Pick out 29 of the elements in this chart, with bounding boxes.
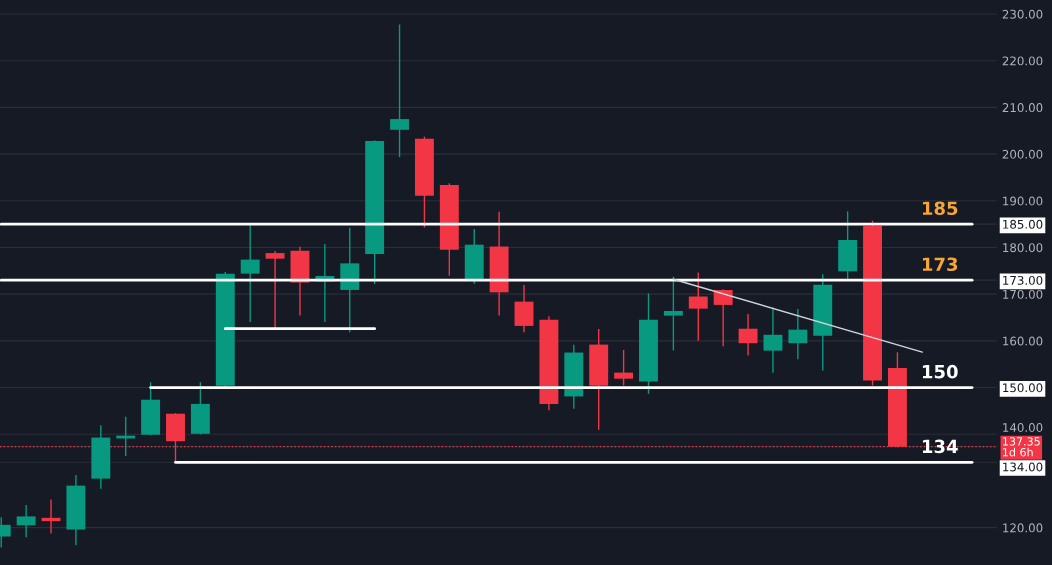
candlestick bbox=[663, 276, 683, 351]
series-label: 134 bbox=[922, 439, 958, 454]
candlestick bbox=[788, 308, 808, 360]
series-label: 173 bbox=[922, 257, 958, 272]
candlestick bbox=[688, 272, 708, 341]
y-tick-label: 173.00 bbox=[1003, 275, 1043, 285]
candlestick bbox=[614, 349, 634, 386]
y-tick-label: 160.00 bbox=[1003, 336, 1043, 346]
y-tick-label: 140.00 bbox=[1003, 423, 1043, 432]
y-tick-label: 185.00 bbox=[1003, 219, 1043, 229]
y-tick-label: 120.00 bbox=[1003, 523, 1043, 533]
y-tick-label: 137.35 1d 6h bbox=[1003, 437, 1040, 457]
candlestick bbox=[390, 24, 410, 158]
series-label: 150 bbox=[922, 364, 958, 379]
y-tick-label: 134.00 bbox=[1003, 462, 1043, 472]
y-tick-label: 210.00 bbox=[1002, 103, 1043, 113]
candlestick bbox=[265, 250, 285, 330]
y-tick-label: 220.00 bbox=[1002, 56, 1043, 66]
y-tick-label: 170.00 bbox=[1003, 289, 1043, 299]
candlestick bbox=[763, 307, 783, 373]
y-tick-label: 150.00 bbox=[1003, 383, 1043, 393]
series-label: 185 bbox=[922, 201, 958, 216]
y-tick-label: 190.00 bbox=[1003, 196, 1043, 206]
candlestick bbox=[738, 314, 758, 356]
y-tick-label: 200.00 bbox=[1002, 149, 1043, 159]
y-tick-label: 180.00 bbox=[1003, 243, 1043, 253]
candlestick bbox=[713, 289, 733, 347]
candlestick bbox=[16, 505, 36, 538]
y-tick-label: 230.00 bbox=[1002, 9, 1043, 19]
